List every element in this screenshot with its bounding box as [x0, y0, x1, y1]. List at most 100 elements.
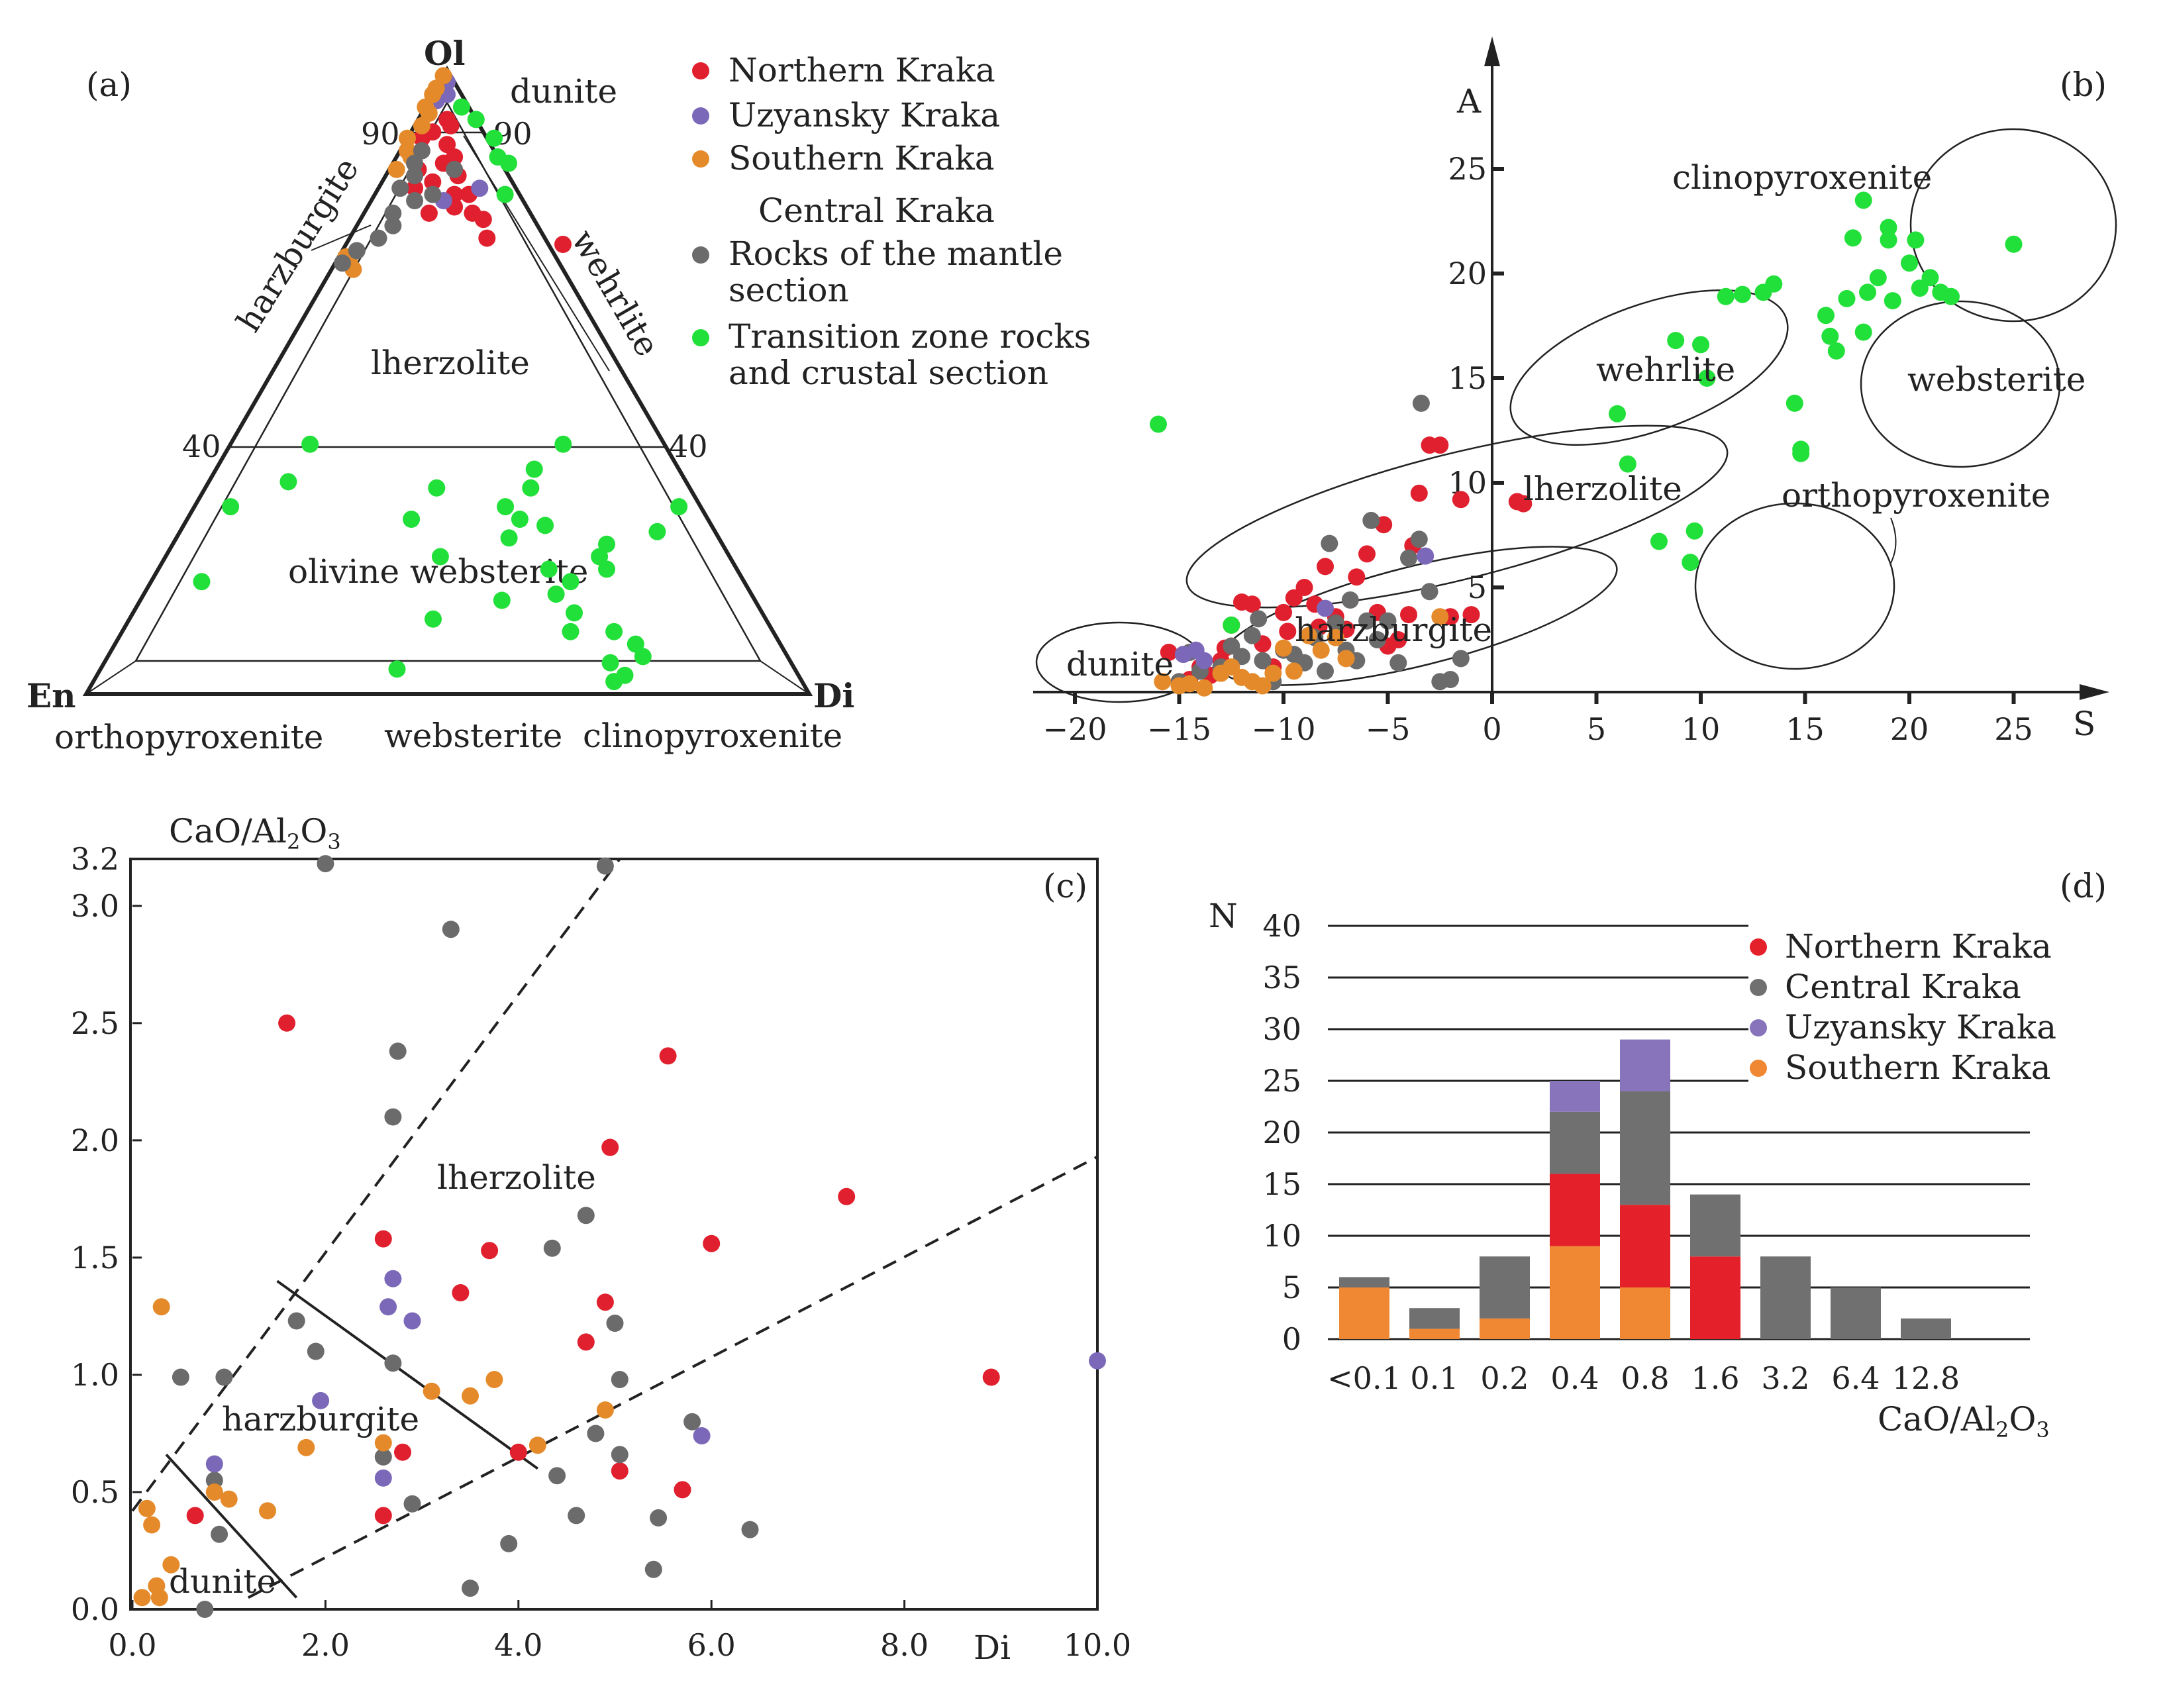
- point-b-transition-zone: [1838, 289, 1856, 307]
- point-b-southern-kraka: [1254, 677, 1272, 695]
- point-b-southern-kraka: [1327, 628, 1344, 646]
- legend-swatch-northern: [692, 62, 709, 79]
- point-b-central-kraka: [1442, 671, 1459, 688]
- point-b-northern-kraka: [1275, 603, 1292, 621]
- point-a-transition-zone: [428, 479, 446, 497]
- point-b-central-kraka: [1389, 654, 1407, 672]
- point-a-central-kraka: [370, 229, 387, 247]
- c-region-dunite: dunite: [169, 1562, 276, 1601]
- point-c-southern-kraka: [596, 1401, 614, 1419]
- b-y-label: A: [1456, 82, 1482, 121]
- point-b-transition-zone: [1682, 554, 1699, 572]
- bar-northern-kraka-0-4: [1550, 1174, 1600, 1246]
- b-region-clinopyroxenite: clinopyroxenite: [1672, 158, 1932, 197]
- point-c-northern-kraka: [186, 1507, 204, 1525]
- en-corner-line: [85, 660, 136, 695]
- point-c-northern-kraka: [611, 1462, 629, 1480]
- di-corner-line: [760, 660, 810, 695]
- ol90-left-label: 90: [361, 116, 400, 152]
- point-b-transition-zone: [2005, 235, 2023, 253]
- point-b-transition-zone: [1765, 275, 1783, 293]
- c-region-harzburgite: harzburgite: [222, 1400, 419, 1438]
- point-b-southern-kraka: [1223, 658, 1240, 676]
- point-b-transition-zone: [1884, 292, 1901, 310]
- b-x-tick-label: 20: [1890, 711, 1929, 747]
- point-a-transition-zone: [648, 523, 666, 540]
- point-a-central-kraka: [406, 192, 424, 209]
- point-b-transition-zone: [1223, 616, 1240, 634]
- b-x-tick-label: −15: [1147, 711, 1211, 747]
- d-y-tick-label: 35: [1262, 960, 1301, 995]
- point-a-transition-zone: [500, 154, 517, 172]
- point-b-northern-kraka: [1400, 606, 1417, 624]
- point-a-northern-kraka: [438, 136, 456, 154]
- panel-a-points: [193, 67, 688, 691]
- point-b-transition-zone: [1792, 440, 1810, 458]
- ol40-left-label: 40: [182, 428, 221, 464]
- point-c-northern-kraka: [601, 1138, 619, 1156]
- bar-southern-kraka--0-1: [1339, 1287, 1389, 1339]
- point-b-southern-kraka: [1337, 650, 1355, 668]
- c-y-label: CaO/Al2O3: [169, 812, 341, 854]
- point-c-central-kraka: [577, 1207, 595, 1225]
- point-b-southern-kraka: [1264, 664, 1282, 682]
- legend-label-transition-2: and crustal section: [729, 354, 1048, 392]
- point-b-central-kraka: [1379, 612, 1397, 630]
- bar-central-kraka-0-8: [1620, 1091, 1670, 1205]
- point-b-central-kraka: [1327, 614, 1344, 632]
- panel-b-label: (b): [2060, 66, 2107, 104]
- c-y-tick-label: 0.5: [71, 1474, 119, 1510]
- point-b-transition-zone: [1844, 229, 1862, 247]
- point-c-central-kraka: [548, 1467, 566, 1485]
- legend-swatch-transition: [692, 329, 709, 346]
- point-c-central-kraka: [543, 1239, 561, 1257]
- bar-central-kraka-0-4: [1550, 1111, 1600, 1174]
- point-b-southern-kraka: [1275, 639, 1292, 657]
- point-a-transition-zone: [222, 498, 240, 516]
- point-b-central-kraka: [1452, 650, 1470, 668]
- point-c-northern-kraka: [659, 1047, 677, 1065]
- point-a-northern-kraka: [478, 229, 496, 247]
- point-c-central-kraka: [611, 1371, 629, 1388]
- panel-b-points: [1150, 191, 2023, 697]
- point-b-transition-zone: [1619, 455, 1636, 473]
- point-c-southern-kraka: [143, 1516, 161, 1534]
- point-b-northern-kraka: [1285, 589, 1303, 607]
- d-y-tick-label: 5: [1282, 1270, 1301, 1305]
- point-b-northern-kraka: [1389, 631, 1407, 648]
- point-a-transition-zone: [301, 435, 319, 453]
- point-b-central-kraka: [1321, 534, 1338, 552]
- point-b-transition-zone: [1880, 219, 1897, 236]
- vertex-ol-label: Ol: [424, 34, 466, 73]
- b-x-tick-label: 25: [1994, 711, 2033, 747]
- c-boundary-lines: [131, 858, 1098, 1599]
- point-a-transition-zone: [670, 498, 688, 516]
- point-c-central-kraka: [384, 1354, 402, 1372]
- point-c-southern-kraka: [138, 1499, 156, 1517]
- d-y-label: N: [1209, 897, 1238, 935]
- point-c-northern-kraka: [394, 1443, 411, 1461]
- point-c-southern-kraka: [423, 1382, 440, 1400]
- point-b-central-kraka: [1412, 394, 1430, 412]
- point-c-uzyansky-kraka: [1089, 1352, 1106, 1370]
- c-dashed-upper: [131, 858, 621, 1512]
- point-b-transition-zone: [1650, 532, 1668, 550]
- point-b-central-kraka: [1358, 612, 1376, 630]
- c-y-tick-label: 3.0: [71, 888, 119, 924]
- legend-a: Northern Kraka Uzyansky Kraka Southern K…: [692, 51, 1091, 392]
- point-b-central-kraka: [1250, 610, 1268, 628]
- c-x-tick-label: 6.0: [687, 1627, 736, 1663]
- point-a-transition-zone: [562, 573, 579, 591]
- point-c-southern-kraka: [485, 1371, 503, 1388]
- point-a-transition-zone: [591, 548, 609, 566]
- point-b-northern-kraka: [1348, 568, 1366, 586]
- b-region-harzburgite: harzburgite: [1295, 611, 1492, 649]
- bar-southern-kraka-0-4: [1550, 1246, 1600, 1339]
- point-b-transition-zone: [1667, 332, 1685, 350]
- point-b-southern-kraka: [1285, 662, 1303, 680]
- b-x-tick-label: 10: [1682, 711, 1721, 747]
- point-a-southern-kraka: [413, 117, 430, 134]
- d-y-tick-label: 40: [1262, 908, 1301, 944]
- point-a-uzyansky-kraka: [471, 179, 489, 197]
